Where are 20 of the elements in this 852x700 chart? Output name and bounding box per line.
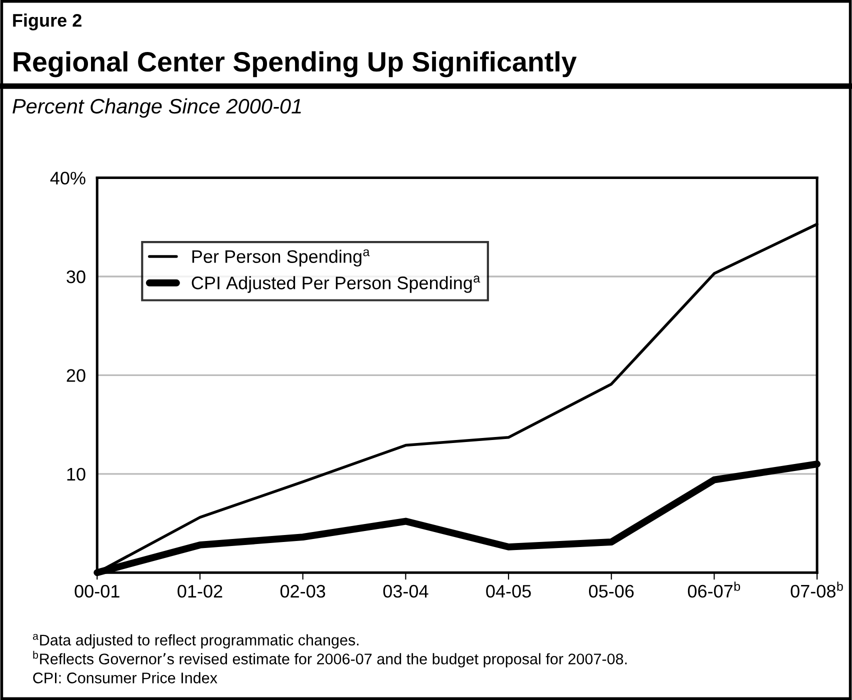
x-tick-label: 06-07$^{b}$: [688, 582, 740, 598]
legend-label: CPI Adjusted Per Person Spending$^{a}$: [192, 276, 480, 293]
text: CPI: Consumer Price Index: [33, 672, 218, 684]
x-tick-label: 00-01: [74, 584, 120, 598]
x-tick-label: 02-03: [280, 584, 326, 598]
chart-subtitle: Percent Change Since 2000-01: [12, 98, 301, 118]
x-tick-label: 01-02: [178, 584, 222, 598]
legend-label: Per Person Spending$^{a}$: [192, 249, 370, 267]
y-tick-label: 40%: [50, 172, 86, 185]
text: $^{b}$Reflects Governor’s revised estimate for 2006-07 and the budget proposal for 2007-08.: [33, 650, 627, 668]
chart-title: Regional Center Spending Up Significantly: [14, 51, 577, 78]
y-tick-label: 30: [66, 270, 86, 284]
text: $^{a}$Data adjusted to reflect programmatic changes.: [32, 634, 358, 649]
y-tick-label: 20: [66, 369, 86, 382]
x-tick-label: 04-05: [486, 584, 531, 598]
x-tick-label: 07-08$^{b}$: [790, 582, 843, 598]
y-tick-label: 10: [67, 468, 86, 481]
caption: Figure 2: [13, 14, 82, 30]
x-tick-label: 05-06: [588, 584, 634, 598]
x-tick-label: 03-04: [383, 584, 428, 598]
